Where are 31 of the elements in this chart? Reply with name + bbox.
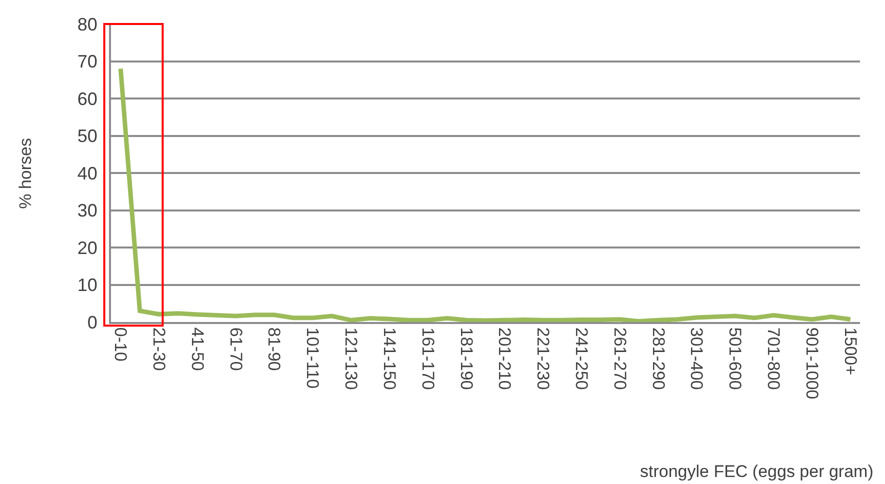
y-tick-label: 20 [77,238,98,258]
x-tick-label: 201-210 [495,327,514,390]
x-tick-label: 221-230 [534,327,553,390]
y-tick-label: 50 [77,126,98,146]
x-tick-label: 261-270 [610,327,630,390]
x-tick-label: 81-90 [264,327,284,371]
x-tick-label: 0-10 [111,327,130,362]
y-tick-label: 10 [77,275,98,296]
y-axis-title: % horses [16,138,35,209]
x-axis-title: strongyle FEC (eggs per gram) [640,462,874,481]
x-tick-label: 241-250 [572,327,592,390]
x-tick-label: 161-170 [418,327,438,390]
y-tick-label: 40 [77,163,98,184]
x-tick-label: 901-1000 [802,327,822,400]
x-tick-label: 141-150 [380,327,399,390]
x-tick-label: 61-70 [226,327,246,371]
x-tick-label: 301-400 [687,327,706,390]
x-tick-label: 281-290 [648,327,668,390]
x-tick-label: 501-600 [726,327,745,390]
y-tick-label: 80 [77,14,98,34]
x-tick-label: 101-110 [303,327,322,389]
y-tick-label: 30 [77,200,98,221]
x-tick-label: 21-30 [149,327,168,371]
y-tick-label: 60 [77,88,98,109]
x-tick-label: 1500+ [840,327,860,376]
x-tick-label: 121-130 [342,327,361,390]
x-tick-label: 701-800 [764,327,784,390]
x-tick-label: 181-190 [456,327,476,390]
x-tick-label: 41-50 [188,327,207,371]
y-tick-label: 0 [87,312,98,332]
y-tick-label: 70 [77,52,98,72]
